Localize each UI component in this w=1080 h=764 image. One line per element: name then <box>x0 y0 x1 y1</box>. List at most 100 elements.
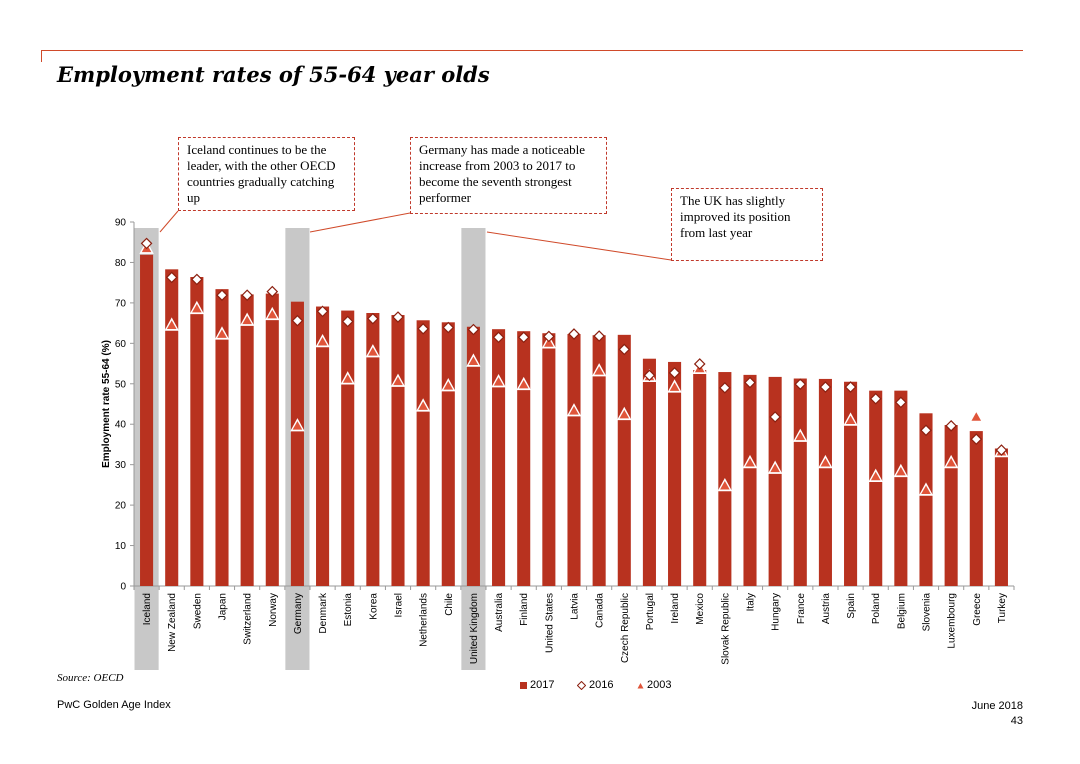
point-2016 <box>216 289 228 302</box>
point-2016 <box>417 322 429 335</box>
footer-date-page: June 2018 43 <box>972 699 1023 729</box>
point-2016 <box>945 419 957 432</box>
category-label: Portugal <box>645 593 656 630</box>
point-2003 <box>192 303 202 313</box>
category-label: Hungary <box>771 593 782 631</box>
point-2016 <box>341 315 354 328</box>
bar-2017 <box>617 334 631 586</box>
callout-uk: The UK has slightly improved its positio… <box>671 188 823 261</box>
category-label: Chile <box>444 593 455 616</box>
bar-2017 <box>240 294 254 586</box>
point-2003 <box>870 471 881 481</box>
category-label: Luxembourg <box>947 593 958 649</box>
category-label: Greece <box>972 593 983 626</box>
footer-date: June 2018 <box>971 700 1023 712</box>
point-2003 <box>418 401 428 410</box>
point-2016 <box>467 323 480 336</box>
bar-2017 <box>441 322 455 586</box>
bar-2017 <box>793 378 807 586</box>
y-tick-label: 60 <box>115 339 127 350</box>
point-2016 <box>517 331 530 344</box>
category-label: Latvia <box>570 593 581 620</box>
category-label: Iceland <box>142 593 153 625</box>
point-2003 <box>971 412 982 421</box>
bar-2017 <box>869 390 883 586</box>
bar-2017 <box>140 254 154 586</box>
point-2016 <box>492 331 505 344</box>
point-2016 <box>291 314 304 327</box>
category-label: Australia <box>494 593 505 632</box>
point-2016 <box>316 305 329 318</box>
header-rule <box>41 50 1023 51</box>
category-label: Korea <box>368 593 379 620</box>
category-label: France <box>796 593 807 625</box>
y-tick-label: 0 <box>120 582 126 593</box>
legend-diamond-swatch <box>577 680 586 690</box>
bar-2017 <box>265 293 279 586</box>
callout-leader-line <box>486 231 672 261</box>
point-2016 <box>618 343 631 356</box>
point-2003 <box>267 309 278 319</box>
point-2016 <box>165 271 178 284</box>
category-label: Israel <box>394 593 405 617</box>
point-2016 <box>719 381 731 394</box>
point-2003 <box>443 381 454 390</box>
point-2003 <box>166 320 177 329</box>
point-2003 <box>594 366 604 375</box>
point-2016 <box>819 381 832 393</box>
callout-leader-line <box>309 212 411 233</box>
bar-2017 <box>517 331 531 586</box>
callout-iceland: Iceland continues to be the leader, with… <box>178 137 355 211</box>
point-2016 <box>241 289 253 302</box>
y-tick-label: 90 <box>115 218 127 229</box>
y-tick-label: 80 <box>115 258 127 269</box>
point-2003 <box>569 406 579 415</box>
category-label: United States <box>544 593 555 653</box>
point-2016 <box>568 328 580 340</box>
bar-2017 <box>316 306 330 586</box>
bar-2017 <box>190 277 204 586</box>
category-label: Canada <box>595 593 606 628</box>
point-2003 <box>795 431 806 441</box>
point-2003 <box>745 457 755 467</box>
point-2003 <box>317 337 328 346</box>
point-2003 <box>393 376 403 386</box>
category-label: Ireland <box>670 593 681 624</box>
point-2016 <box>844 381 857 393</box>
point-2016 <box>970 433 983 446</box>
header-rule-tick <box>41 50 42 62</box>
bar-2017 <box>693 370 707 586</box>
point-2003 <box>720 481 730 490</box>
category-label: Slovenia <box>922 593 933 632</box>
point-2016 <box>920 424 932 437</box>
category-label: Estonia <box>343 593 354 627</box>
point-2003 <box>493 377 504 386</box>
bar-2017 <box>215 289 229 586</box>
point-2016 <box>266 285 279 298</box>
category-label: New Zealand <box>167 593 178 652</box>
bar-2017 <box>391 315 405 586</box>
category-label: Japan <box>218 593 229 620</box>
y-tick-label: 20 <box>115 501 127 512</box>
y-tick-label: 30 <box>115 460 127 471</box>
bar-2017 <box>919 413 933 586</box>
point-2016 <box>367 312 379 325</box>
point-2016 <box>744 376 756 389</box>
point-2016 <box>693 358 706 370</box>
legend-2016: 2016 <box>577 679 613 691</box>
y-tick-label: 70 <box>115 298 127 309</box>
point-2003 <box>292 421 303 430</box>
point-2003 <box>217 329 227 338</box>
point-2016 <box>442 321 455 334</box>
point-2003 <box>896 466 906 476</box>
category-label: Switzerland <box>243 593 254 645</box>
point-2016 <box>794 378 807 391</box>
bar-2017 <box>642 358 656 586</box>
category-label: Spain <box>846 593 857 619</box>
legend-bar-swatch <box>520 681 527 689</box>
category-label: Italy <box>746 593 757 611</box>
point-2003 <box>368 347 378 356</box>
category-label: Finland <box>519 593 530 626</box>
category-label: Norway <box>268 593 279 627</box>
